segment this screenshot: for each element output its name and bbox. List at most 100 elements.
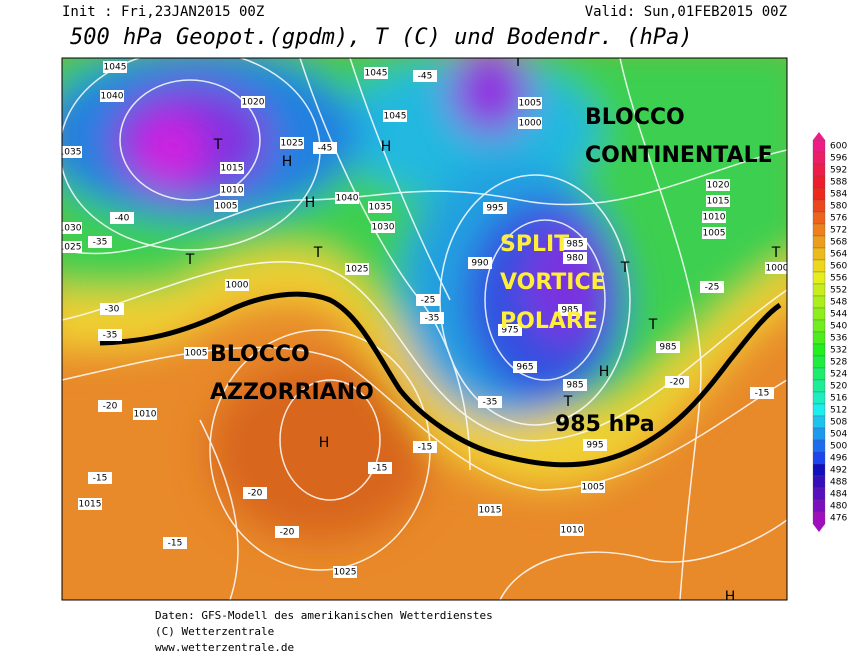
colorbar-swatch xyxy=(812,343,826,357)
label-box xyxy=(368,201,392,213)
contour-label: 1040 xyxy=(101,92,124,102)
contour-label: 1025 xyxy=(346,265,369,275)
contour-label: 1005 xyxy=(703,229,726,239)
colorbar-swatch xyxy=(812,403,826,417)
colorbar-label: 600 xyxy=(830,142,847,152)
label-box xyxy=(184,347,208,359)
colorbar-swatch xyxy=(812,355,826,369)
colorbar-label: 556 xyxy=(830,274,847,284)
init-time: Init : Fri,23JAN2015 00Z xyxy=(62,4,264,20)
contour-label: 1015 xyxy=(707,197,730,207)
contour-label: 1005 xyxy=(215,202,238,212)
contour-label: -15 xyxy=(755,389,770,399)
contour-label: 1020 xyxy=(707,181,730,191)
label-box xyxy=(345,263,369,275)
label-box xyxy=(478,504,502,516)
colorbar-swatch xyxy=(812,247,826,261)
colorbar-swatch xyxy=(812,427,826,441)
polar-front xyxy=(99,291,782,468)
label-box xyxy=(656,341,680,353)
label-box xyxy=(750,387,774,399)
colorbar-swatch xyxy=(812,475,826,489)
contour-label: 1010 xyxy=(221,186,244,196)
label-box xyxy=(280,137,304,149)
colorbar-label: 500 xyxy=(830,442,847,452)
label-box xyxy=(62,146,82,158)
colorbar-label: 508 xyxy=(830,418,847,428)
colorbar-swatch xyxy=(812,451,826,465)
contour-label: 975 xyxy=(501,326,518,336)
colorbar-swatch xyxy=(812,211,826,225)
colorbar-swatch xyxy=(812,223,826,237)
colorbar-label: 476 xyxy=(830,514,847,524)
contour-label: -35 xyxy=(483,398,498,408)
pressure-symbol: T xyxy=(185,252,195,268)
label-box xyxy=(214,200,238,212)
contour-label: -40 xyxy=(115,214,130,224)
pressure-symbol: H xyxy=(381,139,392,155)
label-box xyxy=(581,481,605,493)
pressure-symbol: T xyxy=(313,245,323,261)
contour-label: 1010 xyxy=(134,410,157,420)
pressure-symbol: H xyxy=(319,435,330,451)
contour-label: 980 xyxy=(566,254,583,264)
label-box xyxy=(103,61,127,73)
map-field: 1045 1040 1020 1035 1015 1010 1005 1030 1025 1000… xyxy=(59,58,787,600)
annotation: POLARE xyxy=(500,309,598,334)
label-box xyxy=(563,252,587,264)
pressure-symbol: T xyxy=(771,245,781,261)
label-box xyxy=(558,304,582,316)
colorbar-swatch xyxy=(812,175,826,189)
label-box xyxy=(563,379,587,391)
colorbar-swatch xyxy=(812,391,826,405)
label-box xyxy=(498,324,522,336)
label-box xyxy=(702,211,726,223)
contour-label: 990 xyxy=(471,259,488,269)
colorbar-label: 560 xyxy=(830,262,847,272)
contour-label: 1035 xyxy=(59,148,82,158)
colorbar-swatch xyxy=(812,331,826,345)
contour-label: 1045 xyxy=(104,63,127,73)
contour-label: -35 xyxy=(93,238,108,248)
label-box xyxy=(413,441,437,453)
label-box xyxy=(700,281,724,293)
annotation: CONTINENTALE xyxy=(585,143,773,168)
contour-label: 1020 xyxy=(242,98,265,108)
colorbar-swatch xyxy=(812,307,826,321)
contour-label: 1040 xyxy=(336,194,359,204)
contour-label: 1045 xyxy=(384,112,407,122)
map-frame xyxy=(61,57,788,601)
colorbar-swatch xyxy=(812,511,826,525)
label-box xyxy=(335,192,359,204)
colorbar-label: 552 xyxy=(830,286,847,296)
colorbar-label: 512 xyxy=(830,406,847,416)
label-box xyxy=(383,110,407,122)
label-box xyxy=(702,227,726,239)
label-box xyxy=(371,221,395,233)
pressure-symbol: T xyxy=(213,137,223,153)
label-box xyxy=(706,195,730,207)
contour-label: -35 xyxy=(425,314,440,324)
contour-label: -15 xyxy=(418,443,433,453)
contour-label: 965 xyxy=(516,363,533,373)
contour-label: 1030 xyxy=(372,223,395,233)
contour-label: 1005 xyxy=(185,349,208,359)
contour-label: 1015 xyxy=(79,500,102,510)
pressure-symbol: T xyxy=(563,394,573,410)
contour-label: 985 xyxy=(561,306,578,316)
colorbar-swatch xyxy=(812,295,826,309)
contour-label: -25 xyxy=(705,283,720,293)
colorbar-label: 592 xyxy=(830,166,847,176)
contour-label: 1030 xyxy=(59,224,82,234)
colorbar-label: 548 xyxy=(830,298,847,308)
colorbar-swatch xyxy=(812,463,826,477)
colorbar-label: 528 xyxy=(830,358,847,368)
contour-label: -20 xyxy=(670,378,685,388)
contour-label: 1005 xyxy=(582,483,605,493)
colorbar-label: 544 xyxy=(830,310,847,320)
label-box xyxy=(100,303,124,315)
pressure-symbol: H xyxy=(305,195,316,211)
footer-line: www.wetterzentrale.de xyxy=(155,641,294,654)
label-box xyxy=(241,96,265,108)
